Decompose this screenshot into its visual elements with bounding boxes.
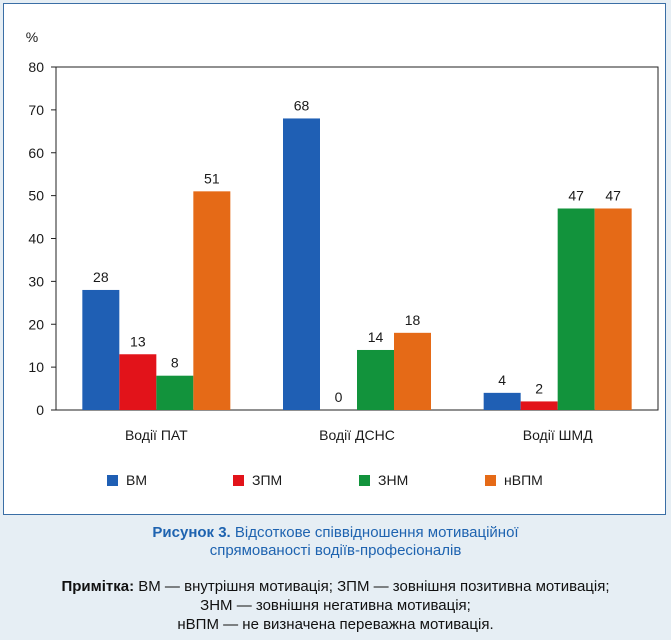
bar-value-label: 8 [171, 355, 179, 371]
bar-value-label: 28 [93, 269, 109, 285]
bar [357, 349, 394, 410]
bar [483, 392, 521, 410]
bar-value-label: 4 [498, 372, 506, 388]
bar-value-label: 47 [568, 187, 584, 203]
y-tick-label: 40 [28, 231, 44, 247]
figure-caption: Рисунок 3. Відсоткове співвідношення мот… [0, 524, 671, 560]
y-tick-label: 0 [36, 402, 44, 418]
bar-value-label: 2 [535, 380, 543, 396]
figure-note: Примітка: ВМ — внутрішня мотивація; ЗПМ … [0, 577, 671, 634]
bar-value-label: 13 [130, 333, 146, 349]
legend-swatch [107, 475, 118, 486]
legend-label: ВМ [126, 472, 147, 488]
bar [156, 375, 194, 410]
y-tick-label: 50 [28, 188, 44, 204]
legend-swatch [233, 475, 244, 486]
bar [119, 354, 157, 410]
bar-chart: 0 10 20 30 40 50 60 70 80% 28 13 8 51 Водії ПАТ 68 0 14 1… [26, 29, 659, 488]
bar [557, 208, 595, 410]
y-tick-label: 70 [28, 102, 44, 118]
bar-value-label: 0 [335, 389, 343, 405]
legend-label: ЗПМ [252, 472, 282, 488]
y-tick-label: 20 [28, 316, 44, 332]
bar [283, 118, 320, 410]
caption-text-line1: Відсоткове співвідношення мотиваційної [230, 524, 519, 541]
y-tick-label: 30 [28, 273, 44, 289]
bar-value-label: 51 [204, 170, 220, 186]
legend-label: ЗНМ [378, 472, 408, 488]
note-line2: ЗНМ — зовнішня негативна мотивація; [200, 597, 471, 614]
x-category-label: Водії ДСНС [319, 427, 395, 443]
caption-lead: Рисунок 3. [152, 524, 231, 541]
bar [594, 208, 632, 410]
caption-text-line2: спрямованості водіїв-професіоналів [209, 542, 462, 559]
chart-frame: 0 10 20 30 40 50 60 70 80% 28 13 8 51 Водії ПАТ 68 0 14 1… [3, 3, 666, 515]
bar [520, 401, 558, 410]
bar [193, 191, 231, 410]
note-line3: нВПМ — не визначена переважна мотивація. [177, 616, 494, 633]
bar-value-label: 14 [368, 329, 384, 345]
bar [82, 289, 120, 410]
bar [394, 332, 431, 410]
note-line1: ВМ — внутрішня мотивація; ЗПМ — зовнішня… [134, 578, 610, 595]
y-tick-label: 60 [28, 145, 44, 161]
x-category-label: Водії ПАТ [125, 427, 188, 443]
y-tick-label: 10 [28, 359, 44, 375]
bar-value-label: 18 [405, 312, 421, 328]
legend-swatch [359, 475, 370, 486]
y-axis-label: % [26, 29, 38, 45]
x-category-label: Водії ШМД [523, 427, 593, 443]
bar-value-label: 68 [294, 97, 310, 113]
bar-value-label: 47 [605, 187, 621, 203]
legend-label: нВПМ [504, 472, 543, 488]
note-lead: Примітка: [61, 578, 135, 595]
y-tick-label: 80 [28, 59, 44, 75]
legend-swatch [485, 475, 496, 486]
